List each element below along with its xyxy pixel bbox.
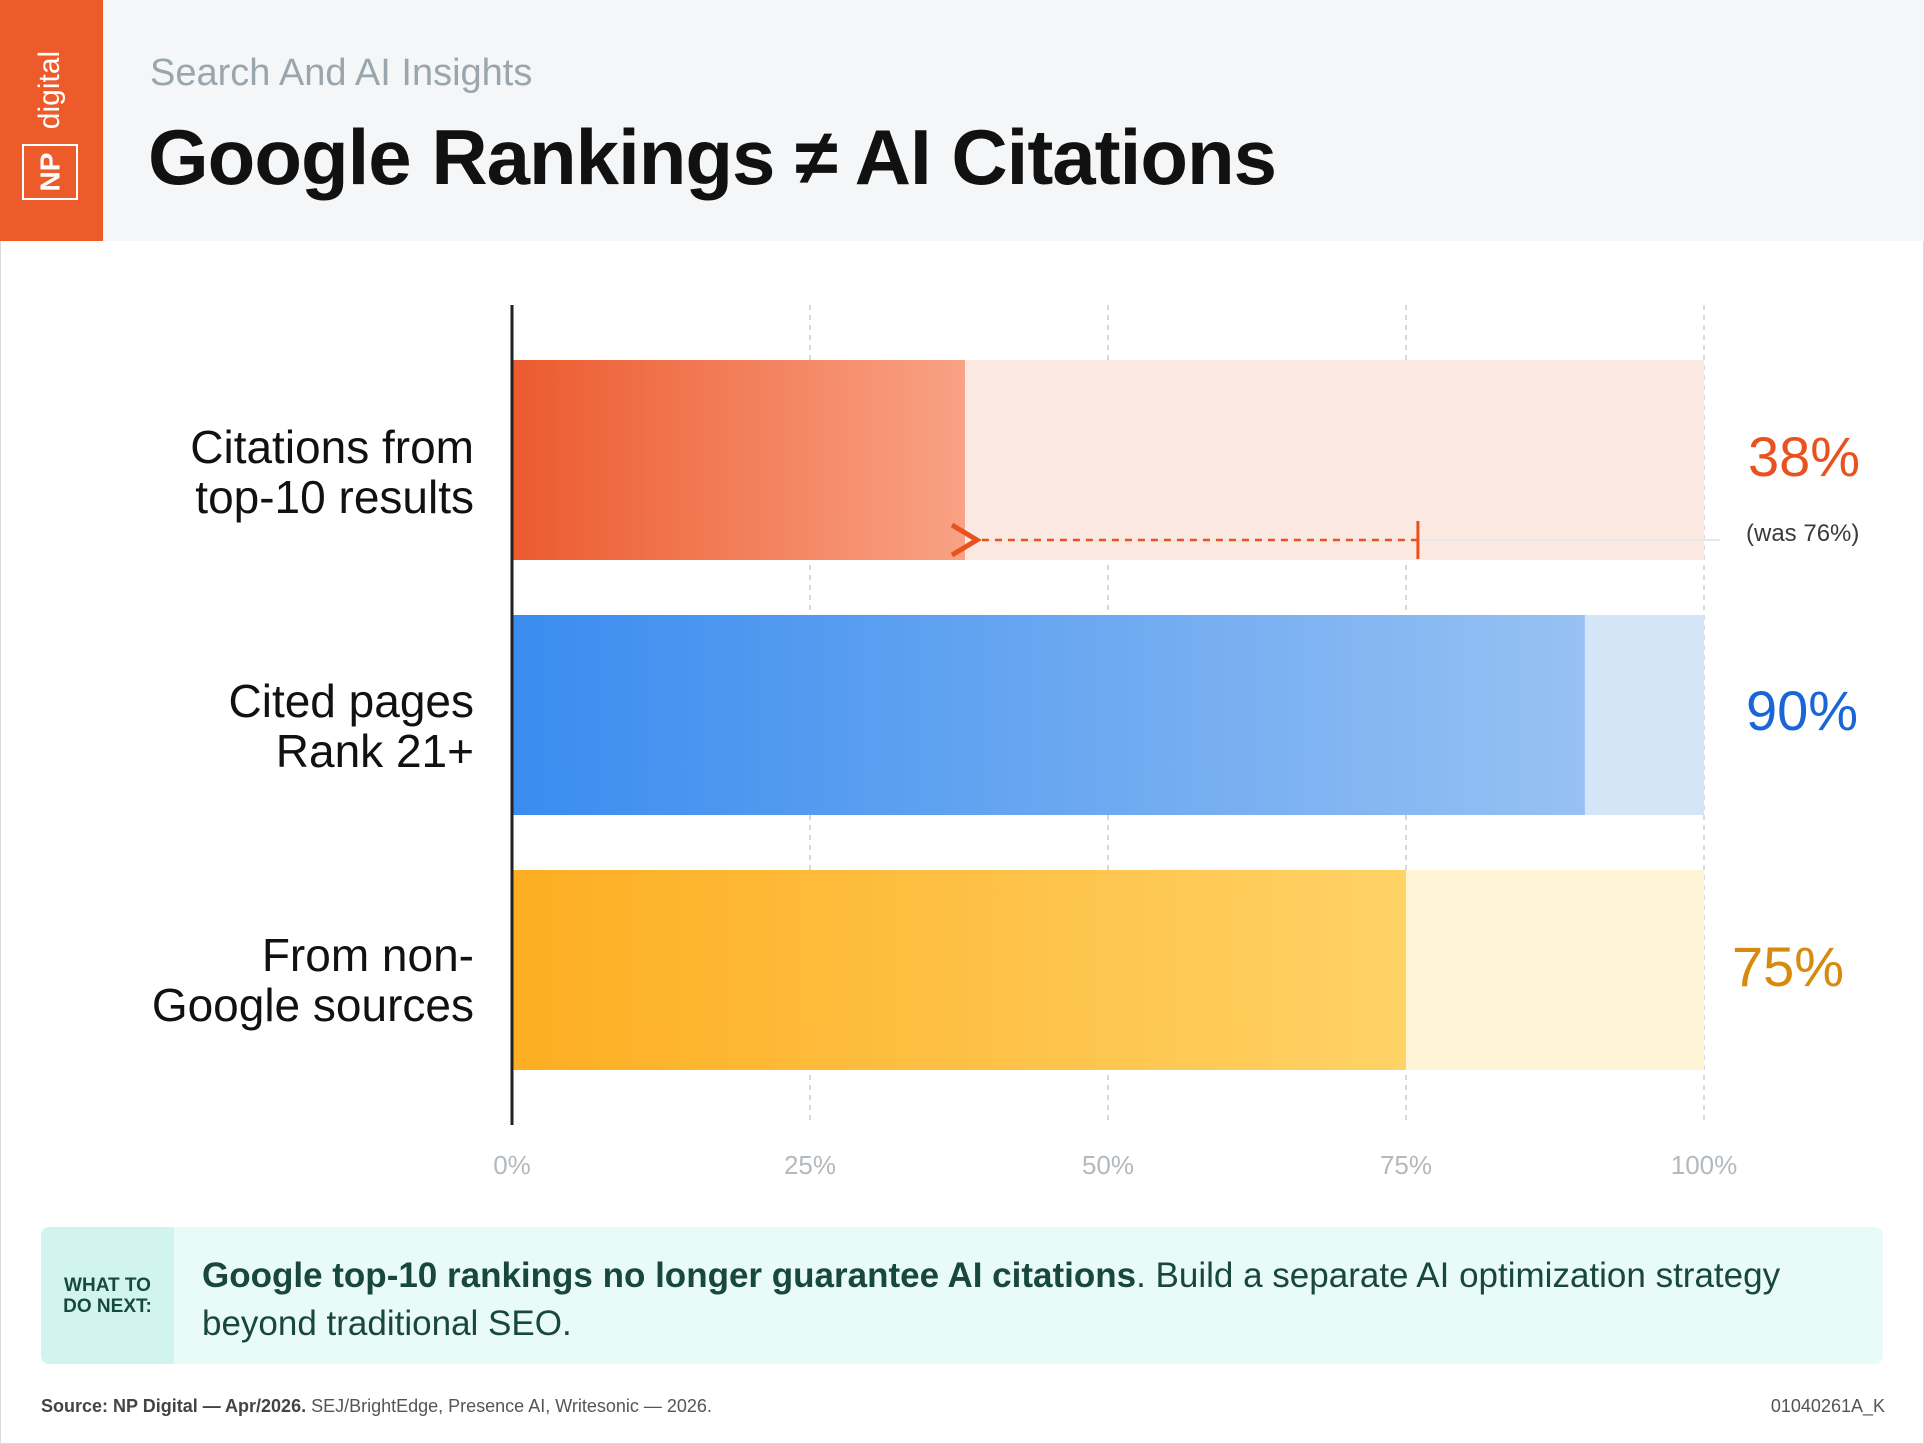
logo-box: NP: [22, 144, 78, 200]
source-note: Source: NP Digital — Apr/2026. SEJ/Brigh…: [41, 1396, 712, 1416]
category-label-top10: Citations from top-10 results: [190, 421, 474, 523]
what-to-do-next-callout: WHAT TO DO NEXT: Google top-10 rankings n…: [41, 1227, 1883, 1364]
x-tick-label-100: 100%: [1670, 1150, 1738, 1180]
value-label-rank21: 90%: [1746, 679, 1859, 742]
x-tick-label-50: 50%: [1081, 1150, 1135, 1180]
page-subtitle: Search And AI Insights: [150, 52, 533, 94]
callout-text: Google top-10 rankings no longer guarant…: [202, 1256, 1781, 1343]
callout-tag: WHAT TO DO NEXT:: [41, 1227, 174, 1364]
x-tick-label-25: 25%: [783, 1150, 837, 1180]
bar-non-google: [512, 870, 1406, 1070]
category-label-non-google: From non- Google sources: [151, 929, 474, 1031]
bar-top10: [512, 360, 965, 560]
previous-value-label: (was 76%): [1746, 520, 1860, 547]
category-label-rank21: Cited pages Rank 21+: [228, 675, 475, 777]
value-label-top10: 38%: [1748, 425, 1861, 488]
x-tick-label-75: 75%: [1379, 1150, 1433, 1180]
x-tick-label-0: 0%: [493, 1150, 531, 1180]
value-label-non-google: 75%: [1732, 935, 1845, 998]
bar-rank21: [512, 615, 1585, 815]
np-digital-logo: digital NP: [0, 0, 103, 241]
page-title: Google Rankings ≠ AI Citations: [148, 113, 1277, 201]
header: digital NP Search And AI Insights Google…: [0, 0, 1924, 241]
document-code: 01040261A_K: [1770, 1396, 1885, 1416]
